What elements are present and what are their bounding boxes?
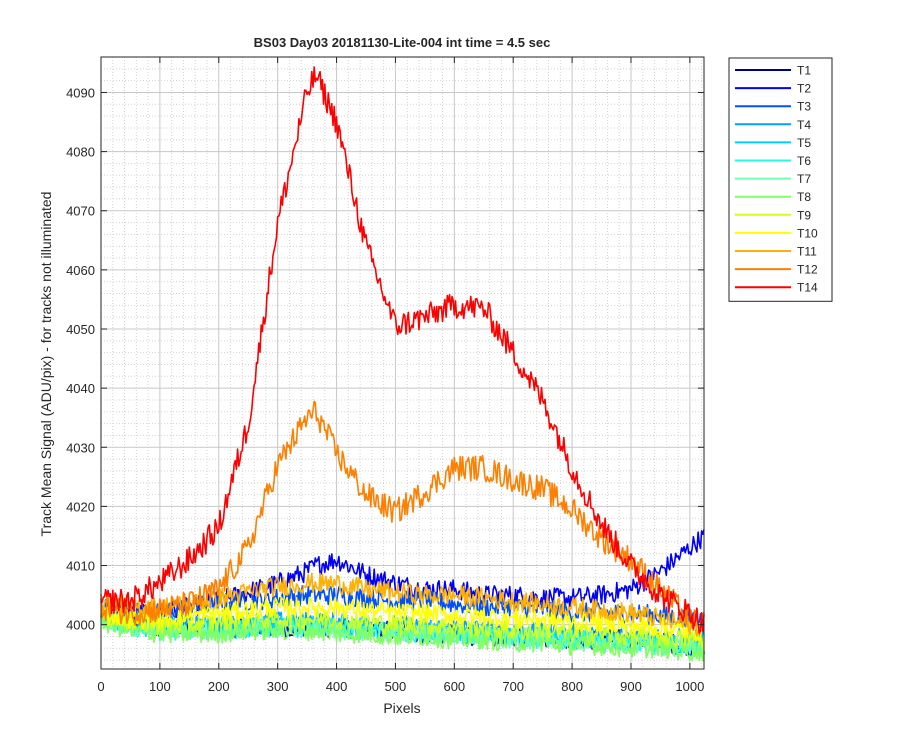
y-tick-label: 4020 [66,499,95,514]
legend-label-t7: T7 [797,172,811,186]
legend-label-t11: T11 [797,245,817,259]
chart-title: BS03 Day03 20181130-Lite-004 int time = … [254,35,551,50]
x-tick-label: 200 [208,679,230,694]
legend-box [728,57,833,302]
x-tick-label: 1000 [675,679,704,694]
y-tick-label: 4070 [66,204,95,219]
legend-label-t3: T3 [797,100,811,114]
legend-label-t14: T14 [797,281,818,295]
series-line-t12 [100,400,705,635]
axes-box [100,56,705,670]
y-tick-label: 4000 [66,618,95,633]
legend-label-t2: T2 [797,82,811,96]
x-tick-label: 400 [326,679,348,694]
legend: T1 T2 T3 T4 T5 T6 T7 T8 T9 T10 T11 T12 T14 [728,57,833,302]
legend-label-t1: T1 [797,64,811,78]
legend-label-t5: T5 [797,136,811,150]
x-tick-label: 0 [97,679,104,694]
tick-labels: 0 100 200 300 400 500 600 700 800 900 1000 4000 4010… [66,85,704,694]
legend-label-t8: T8 [797,190,811,204]
series-lines [100,66,705,662]
x-tick-label: 500 [385,679,407,694]
y-tick-label: 4060 [66,263,95,278]
x-tick-label: 600 [443,679,465,694]
x-tick-label: 100 [149,679,171,694]
y-tick-label: 4080 [66,145,95,160]
y-tick-label: 4050 [66,322,95,337]
series-line-t14 [100,66,705,634]
y-tick-label: 4090 [66,85,95,100]
x-tick-label: 900 [620,679,642,694]
y-tick-label: 4030 [66,440,95,455]
series-line-t11 [100,572,705,637]
y-tick-label: 4040 [66,381,95,396]
legend-label-t12: T12 [797,263,818,277]
legend-label-t9: T9 [797,208,811,222]
axes [100,56,705,670]
series-line-t9 [100,606,705,650]
y-tick-label: 4010 [66,559,95,574]
x-tick-label: 300 [267,679,289,694]
x-tick-label: 700 [502,679,524,694]
legend-label-t10: T10 [797,226,818,240]
plot-area [101,57,704,669]
x-axis-label: Pixels [383,700,420,716]
legend-label-t4: T4 [797,118,811,132]
y-axis-label: Track Mean Signal (ADU/pix) - for tracks… [38,192,54,537]
legend-label-t6: T6 [797,154,811,168]
x-tick-label: 800 [561,679,583,694]
series-line-t8 [100,611,705,662]
